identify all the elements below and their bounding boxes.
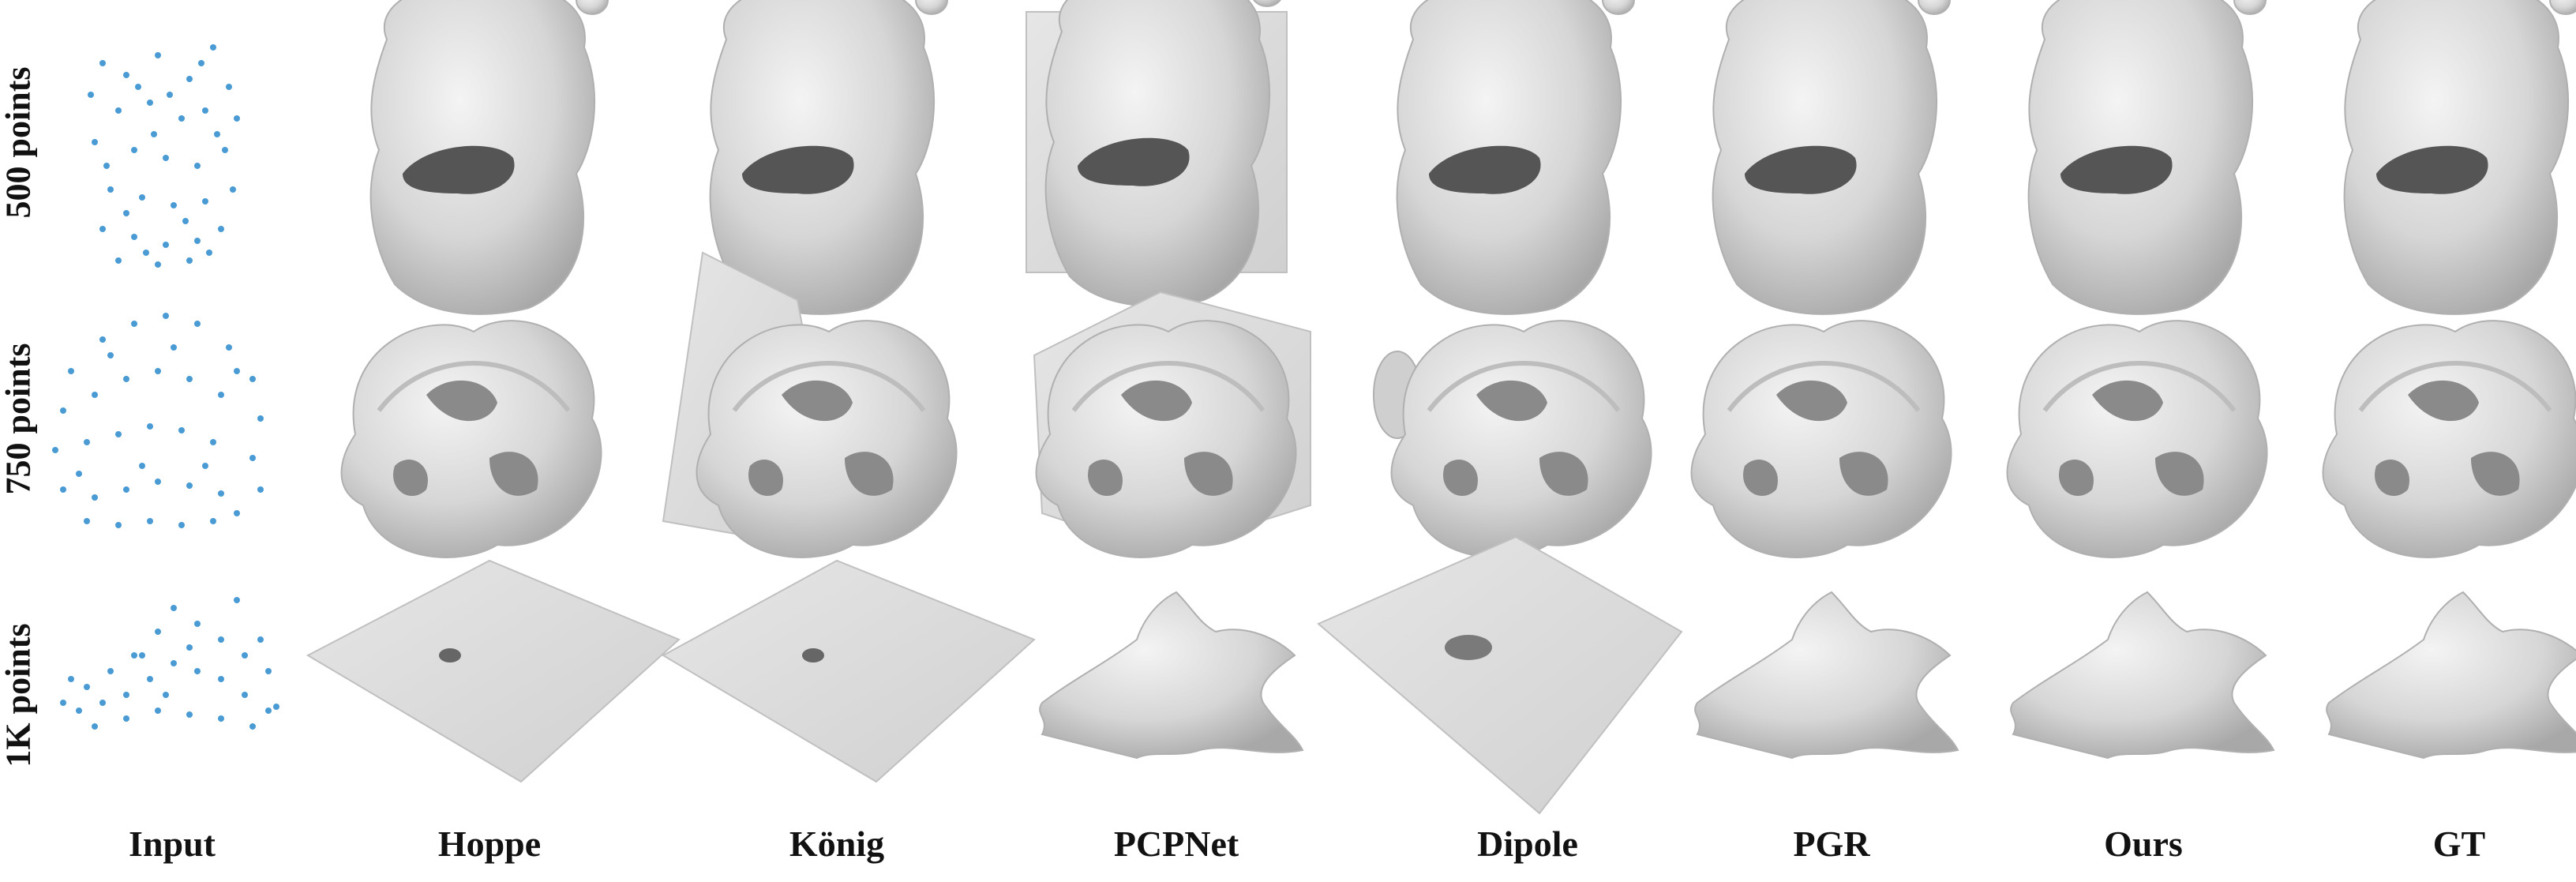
- recon-pgr-500: [1712, 0, 1951, 315]
- recon-dipole-750: [1373, 321, 1652, 557]
- recon-ours-500: [2027, 0, 2267, 315]
- input-points-1k: [60, 597, 279, 730]
- recon-dipole-500: [1396, 0, 1635, 315]
- recon-pcpnet-750: [1033, 291, 1311, 557]
- input-points-750: [52, 313, 264, 528]
- recon-pgr-1k: [1694, 591, 1959, 759]
- col-label-pcpnet: PCPNet: [1113, 824, 1239, 864]
- recon-pgr-750: [1692, 321, 1952, 557]
- recon-konig-500: [709, 0, 948, 315]
- recon-gt-500: [2343, 0, 2576, 315]
- recon-gt-1k: [2326, 591, 2576, 759]
- recon-konig-750: [662, 251, 957, 557]
- col-label-konig: König: [789, 824, 885, 864]
- col-label-pgr: PGR: [1793, 824, 1870, 864]
- recon-hoppe-750: [342, 321, 602, 557]
- recon-pcpnet-1k: [1039, 591, 1303, 759]
- input-points-500: [88, 44, 240, 268]
- recon-pcpnet-500: [1026, 0, 1288, 307]
- recon-dipole-1k: [1317, 535, 1683, 815]
- recon-ours-1k: [2010, 591, 2274, 759]
- col-label-ours: Ours: [2104, 824, 2183, 864]
- col-label-hoppe: Hoppe: [437, 824, 542, 864]
- col-label-gt: GT: [2432, 824, 2486, 864]
- recon-konig-1k: [661, 559, 1036, 783]
- recon-hoppe-1k: [306, 559, 681, 783]
- col-label-input: Input: [129, 824, 216, 864]
- recon-ours-750: [2008, 321, 2267, 557]
- recon-hoppe-500: [369, 0, 609, 315]
- col-label-dipole: Dipole: [1477, 824, 1578, 864]
- recon-gt-750: [2323, 321, 2576, 557]
